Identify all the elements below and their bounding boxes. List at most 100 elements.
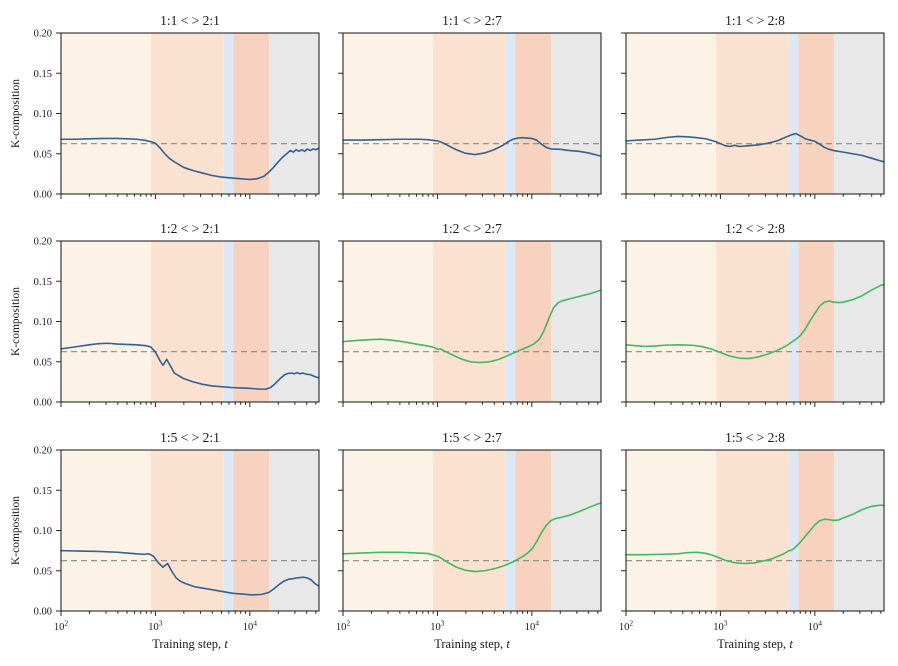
region-stage-3-dark-orange — [798, 33, 835, 194]
region-stage-2-light-orange — [433, 450, 506, 611]
region-stage-2-light-orange — [433, 241, 506, 402]
region-highlight-blue-window — [223, 33, 234, 194]
x-axis-label: Training step, t — [152, 637, 228, 651]
region-stage-3-dark-orange — [798, 450, 835, 611]
region-stage-4-gray — [834, 450, 884, 611]
region-stage-4-gray — [269, 450, 319, 611]
region-stage-4-gray — [834, 241, 884, 402]
subplot-title: 1:5 < > 2:7 — [442, 430, 502, 445]
x-ticks — [342, 402, 599, 407]
region-stage-3-dark-orange — [233, 241, 270, 402]
region-stage-3-dark-orange — [515, 33, 552, 194]
subplot-title: 1:2 < > 2:1 — [160, 221, 220, 236]
region-stage-3-dark-orange — [233, 33, 270, 194]
y-tick-label: 0.15 — [34, 69, 52, 80]
y-ticks — [338, 449, 343, 612]
x-axis-label: Training step, t — [434, 637, 510, 651]
y-tick-label: 0.05 — [34, 566, 52, 577]
y-tick-label: 0.20 — [34, 446, 52, 457]
y-tick-label: 0.15 — [34, 486, 52, 497]
region-stage-3-dark-orange — [233, 450, 270, 611]
region-highlight-blue-window — [788, 241, 799, 402]
subplot-title: 1:5 < > 2:8 — [725, 430, 785, 445]
x-tick-label: 104 — [243, 619, 258, 634]
region-stage-1-cream — [626, 241, 717, 402]
region-stage-1-cream — [61, 450, 152, 611]
y-ticks — [56, 32, 61, 195]
series-line-blue — [60, 549, 320, 596]
x-ticks — [625, 194, 882, 199]
y-axis-label: K-composition — [10, 287, 22, 356]
region-stage-1-cream — [343, 33, 434, 194]
series-line-green — [342, 289, 602, 364]
x-ticks — [625, 611, 882, 616]
region-stage-1-cream — [61, 241, 152, 402]
region-stage-4-gray — [551, 450, 601, 611]
region-highlight-blue-window — [788, 33, 799, 194]
region-highlight-blue-window — [223, 241, 234, 402]
y-tick-label: 0.15 — [34, 277, 52, 288]
y-tick-label: 0.10 — [34, 526, 52, 537]
region-stage-2-light-orange — [716, 33, 789, 194]
subplot-r2c0: 0.00 0.05 0.10 0.15 0.20 K-composition 102 103 1… — [10, 430, 320, 651]
x-tick-label: 103 — [430, 619, 445, 634]
series-line-blue — [60, 342, 320, 390]
y-ticks — [56, 449, 61, 612]
region-stage-2-light-orange — [716, 450, 789, 611]
x-ticks — [60, 611, 317, 616]
y-ticks — [56, 240, 61, 403]
region-stage-1-cream — [61, 33, 152, 194]
region-stage-2-light-orange — [151, 450, 224, 611]
region-stage-2-light-orange — [151, 241, 224, 402]
x-tick-label: 104 — [525, 619, 540, 634]
y-ticks — [621, 32, 626, 195]
subplot-r2c1: 102 103 104 Training step, t 1:5 < > 2:7 — [336, 430, 602, 651]
region-stage-2-light-orange — [151, 33, 224, 194]
region-highlight-blue-window — [505, 33, 516, 194]
region-stage-2-light-orange — [433, 33, 506, 194]
x-tick-label: 103 — [713, 619, 728, 634]
x-axis-label: Training step, t — [717, 637, 793, 651]
subplot-title: 1:1 < > 2:8 — [725, 13, 785, 28]
region-stage-2-light-orange — [716, 241, 789, 402]
y-tick-label: 0.05 — [34, 357, 52, 368]
x-tick-label: 104 — [808, 619, 823, 634]
series-line-green — [625, 283, 885, 360]
region-highlight-blue-window — [223, 450, 234, 611]
x-tick-label: 102 — [54, 619, 69, 634]
subplot-r1c1: 1:2 < > 2:7 — [338, 221, 602, 407]
region-stage-1-cream — [343, 450, 434, 611]
region-highlight-blue-window — [788, 450, 799, 611]
y-ticks — [621, 449, 626, 612]
region-stage-1-cream — [343, 241, 434, 402]
subplot-r0c0: 0.00 0.05 0.10 0.15 0.20 K-composition 1:1 < >… — [10, 13, 320, 201]
subplot-r2c2: 102 103 104 Training step, t 1:5 < > 2:8 — [619, 430, 885, 651]
subplot-title: 1:2 < > 2:8 — [725, 221, 785, 236]
x-ticks — [60, 194, 317, 199]
y-axis-label: K-composition — [10, 79, 22, 148]
y-tick-label: 0.20 — [34, 29, 52, 40]
y-axis-label: K-composition — [10, 496, 22, 565]
region-stage-4-gray — [551, 241, 601, 402]
y-tick-label: 0.00 — [34, 398, 52, 409]
y-ticks — [621, 240, 626, 403]
region-stage-1-cream — [626, 450, 717, 611]
y-ticks — [338, 240, 343, 403]
subplot-title: 1:2 < > 2:7 — [442, 221, 502, 236]
series-line-green — [625, 504, 885, 565]
x-tick-label: 103 — [148, 619, 163, 634]
region-stage-3-dark-orange — [515, 241, 552, 402]
y-tick-label: 0.00 — [34, 607, 52, 618]
subplot-title: 1:5 < > 2:1 — [160, 430, 220, 445]
x-ticks — [60, 402, 317, 407]
y-tick-label: 0.00 — [34, 190, 52, 201]
region-stage-4-gray — [269, 241, 319, 402]
x-ticks — [625, 402, 882, 407]
y-tick-label: 0.10 — [34, 109, 52, 120]
y-tick-label: 0.05 — [34, 149, 52, 160]
region-stage-4-gray — [551, 33, 601, 194]
x-ticks — [342, 194, 599, 199]
region-stage-3-dark-orange — [798, 241, 835, 402]
